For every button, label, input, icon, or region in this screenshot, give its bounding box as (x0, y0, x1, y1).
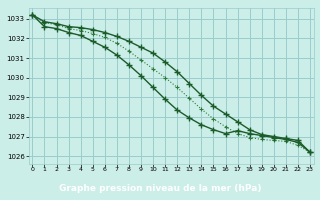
Text: Graphe pression niveau de la mer (hPa): Graphe pression niveau de la mer (hPa) (59, 184, 261, 193)
